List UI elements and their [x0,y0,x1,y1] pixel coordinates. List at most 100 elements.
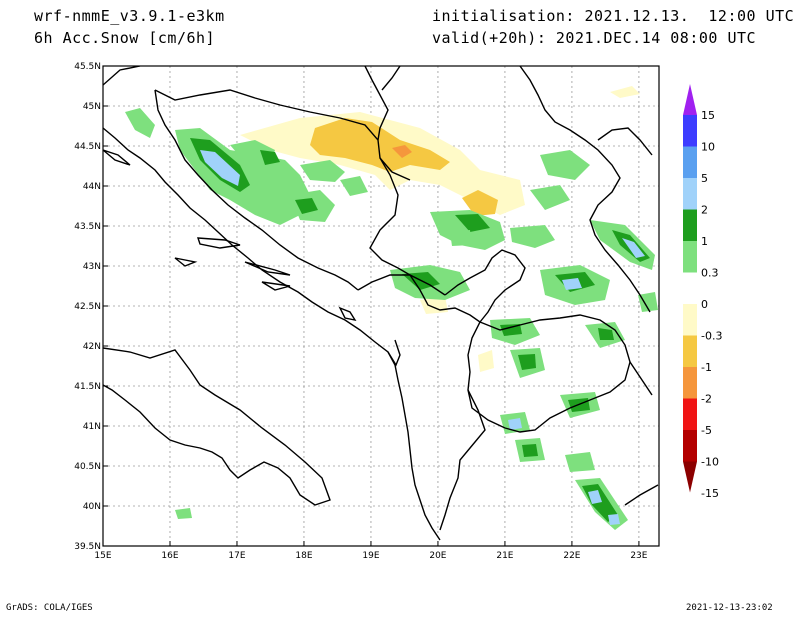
snow-area [300,160,345,182]
colorbar: 15 10 5 2 1 0.3 0 -0.3 -1 -2 -5 -10 -15 [683,84,722,500]
valid-time: valid(+20h): 2021.DEC.14 08:00 UTC [432,29,757,47]
colorbar-segment [683,209,697,241]
x-tick-label: 18E [295,551,312,561]
model-title: wrf-nmmE_v3.9.1-e3km [34,7,225,25]
snow-area [430,210,505,250]
colorbar-segment [683,335,697,367]
y-tick-label: 44N [83,182,101,192]
snow-area [565,452,595,472]
colorbar-label: -1 [701,361,712,374]
snow-area [588,490,602,504]
y-tick-label: 43N [83,262,101,272]
y-tick-label: 40N [83,502,101,512]
colorbar-label: -0.3 [701,330,722,343]
colorbar-segment [683,367,697,399]
snow-area [598,328,614,340]
border [444,249,526,323]
snow-area [478,350,494,372]
border [369,157,411,276]
colorbar-segment [683,115,697,147]
snow-area [562,278,582,290]
colorbar-bottom-arrow [683,461,697,493]
border [597,127,653,156]
y-tick-label: 44.5N [74,142,101,152]
init-time: initialisation: 2021.12.13. 12:00 UTC [432,7,795,25]
colorbar-label: 0 [701,298,708,311]
snow-area [310,118,450,172]
snow-area [340,176,368,196]
border [154,89,359,291]
border [103,66,141,86]
colorbar-segment [683,178,697,210]
field-title: 6h Acc.Snow [cm/6h] [34,29,216,47]
snow-area [125,108,155,138]
footer-left: GrADS: COLA/IGES [6,603,93,613]
border [357,274,446,296]
colorbar-label: -15 [701,487,719,500]
snow-area [540,150,590,180]
footer-right: 2021-12-13-23:02 [686,603,773,613]
coastline [103,347,331,506]
colorbar-label: 10 [701,141,715,154]
coastline [244,261,291,276]
y-tick-label: 43.5N [74,222,101,232]
border [519,66,651,313]
x-tick-label: 17E [228,551,245,561]
border [439,389,486,531]
x-tick-label: 22E [563,551,580,561]
snow-area [518,354,536,370]
snow-area [295,198,318,214]
snow-area [450,230,472,246]
colorbar-label: 0.3 [701,267,719,280]
snow-area [622,238,645,258]
y-tick-label: 45N [83,102,101,112]
coastlines-borders [103,66,659,541]
snow-area [508,418,522,430]
colorbar-label: -2 [701,393,712,406]
x-tick-label: 15E [94,551,111,561]
snow-area [510,225,555,248]
border [479,314,631,433]
x-tick-label: 16E [161,551,178,561]
colorbar-label: 2 [701,204,708,217]
y-tick-label: 40.5N [74,462,101,472]
y-tick-label: 42.5N [74,302,101,312]
border [387,339,401,367]
border [624,484,659,506]
colorbar-label: 15 [701,109,715,122]
y-tick-label: 41.5N [74,382,101,392]
coastline [261,281,291,291]
snow-area [175,508,192,519]
colorbar-segment [683,272,697,304]
y-tick-label: 45.5N [74,62,101,72]
coastline [174,257,198,267]
snow-area [638,292,658,312]
colorbar-top-arrow [683,84,697,115]
snow-area [522,444,538,457]
border [409,274,506,429]
snow-area [392,145,412,158]
y-tick-label: 39.5N [74,542,101,552]
x-tick-label: 23E [630,551,647,561]
snow-area [462,190,498,216]
snow-area [608,514,620,525]
snow-area [610,86,640,98]
border [381,66,401,91]
colorbar-label: 1 [701,235,708,248]
snow-area [260,150,280,165]
coastline [103,127,441,541]
snow-area [455,214,490,232]
snow-area [200,150,240,186]
border [364,66,389,141]
border [629,361,653,396]
x-tick-label: 20E [429,551,446,561]
x-tick-label: 21E [496,551,513,561]
y-tick-label: 41N [83,422,101,432]
colorbar-segment [683,430,697,462]
coastline [197,237,241,249]
precip-field [125,86,658,530]
y-tick-label: 42N [83,342,101,352]
x-tick-label: 19E [362,551,379,561]
colorbar-segment [683,241,697,273]
